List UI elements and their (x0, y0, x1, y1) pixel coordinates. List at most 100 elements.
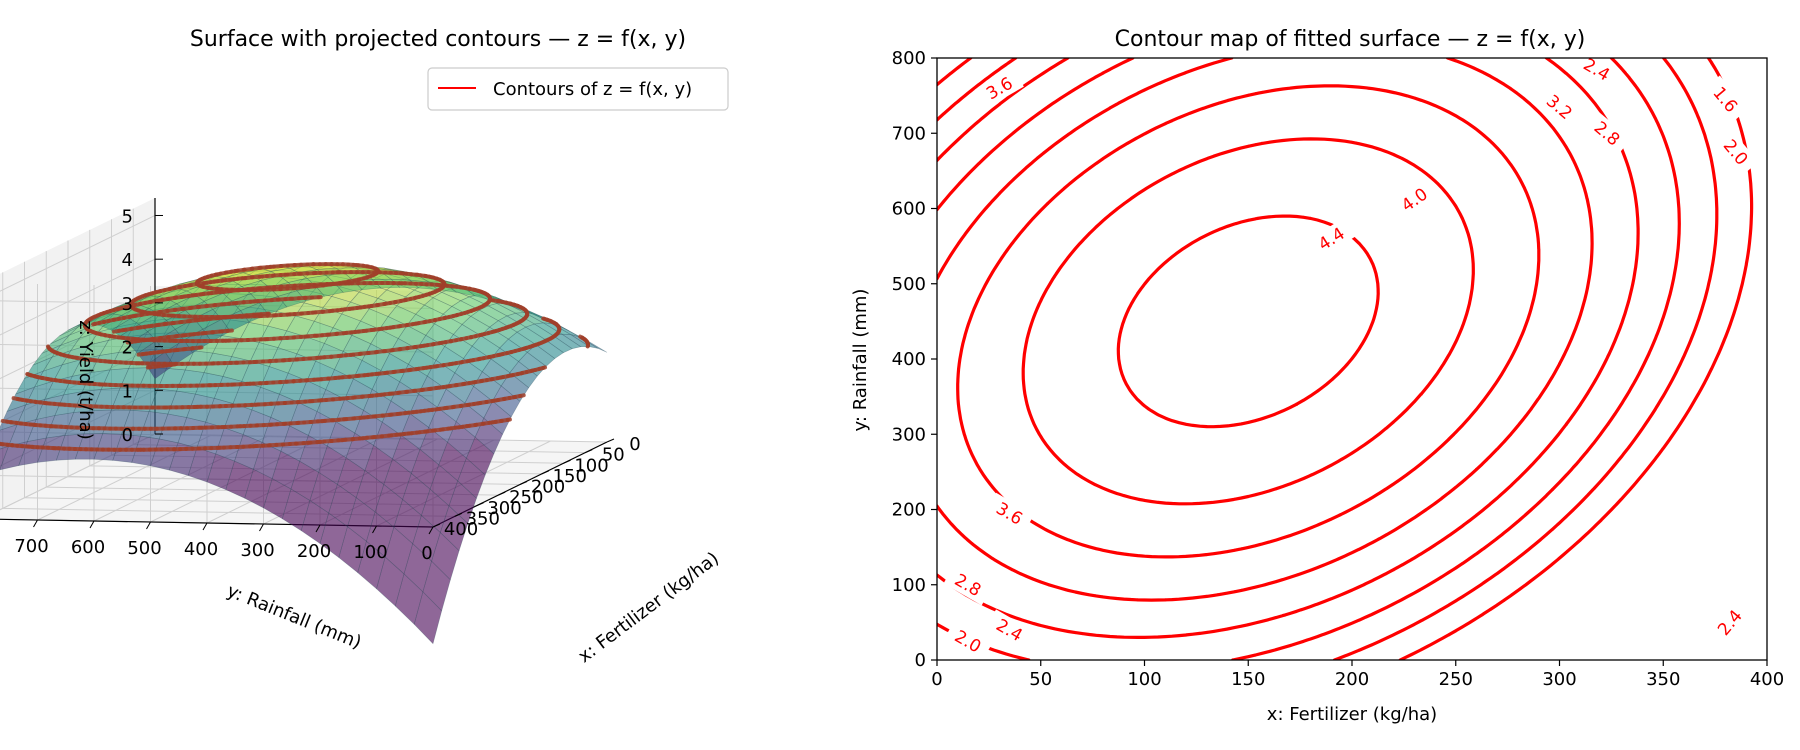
y-tick-label: 500 (892, 274, 926, 295)
contour-label-bg (1572, 48, 1622, 90)
surface-patch (271, 450, 301, 490)
surface-patch (402, 472, 431, 516)
y-tick-label-3d: 0 (421, 543, 432, 564)
contour-line (937, 58, 1754, 660)
y-tick-3d (202, 522, 208, 531)
surface-patch (428, 406, 457, 443)
surface-patch (381, 400, 411, 436)
surface-contour (424, 274, 432, 279)
surface-patch (418, 375, 447, 408)
surface-contour (10, 443, 20, 448)
surface-patch (215, 427, 244, 462)
y-tick-label: 700 (892, 123, 926, 144)
contour-line (1021, 137, 1475, 506)
x-tick-label-3d: 150 (553, 466, 587, 487)
legend-label: Contours of z = f(x, y) (493, 79, 692, 100)
contour-line (937, 58, 1719, 660)
surface-patch (380, 353, 409, 383)
contour-label-bg (1702, 75, 1749, 124)
z-tick-label-3d: 0 (122, 425, 133, 446)
surface-contour (93, 330, 100, 336)
contour-label-bg (943, 564, 993, 606)
z-axis-label-3d: z: Yield (t/ha) (75, 320, 96, 439)
surface-contour (33, 399, 43, 405)
y-tick-label: 100 (892, 575, 926, 596)
surface-patch (288, 265, 319, 273)
surface-contour (11, 396, 20, 401)
x-tick-3d (563, 459, 571, 464)
contour-label-bg (1707, 598, 1753, 647)
contour-label-bg (1535, 84, 1584, 130)
contour-line (1116, 214, 1380, 429)
surface-chart-title-text: Surface with projected contours — z = f(… (190, 27, 686, 52)
contour-lines (937, 58, 1754, 660)
x-tick-label: 300 (1542, 669, 1576, 690)
surface-patch (387, 305, 417, 326)
contour-ticks: 0 50 100 150 200 250 300 350 400 0 100 200 300 400 500… (892, 48, 1785, 690)
surface-patch (432, 291, 462, 307)
contour-label-bg (1713, 128, 1759, 177)
x-tick-label: 200 (1335, 669, 1369, 690)
surface-patch (347, 497, 376, 542)
surface-patch (483, 400, 512, 435)
x-tick-3d (432, 523, 441, 528)
surface-patch (364, 444, 393, 485)
contour-line (937, 58, 1594, 602)
y-tick-label-3d: 400 (184, 539, 218, 560)
surface-contour (0, 419, 10, 424)
x-tick-label-3d: 0 (629, 434, 640, 455)
x-tick-3d (498, 491, 506, 496)
surface-contour (54, 378, 63, 383)
x-tick-3d (519, 481, 528, 485)
surface-patch (526, 344, 556, 367)
z-tick-label-3d: 3 (122, 294, 133, 315)
y-tick-label: 800 (892, 48, 926, 69)
y-axis-label: y: Rainfall (mm) (850, 289, 871, 432)
surface-contour (497, 299, 505, 304)
x-axis-label: x: Fertilizer (kg/ha) (1267, 704, 1437, 725)
surface-contours (0, 262, 590, 452)
surface-patch (392, 434, 421, 474)
y-tick-3d (372, 525, 377, 534)
z-tick-label-3d: 5 (122, 207, 133, 228)
legend-box (427, 67, 729, 111)
surface-contour (90, 329, 96, 335)
surface-patch (368, 297, 398, 317)
y-tick-label: 600 (892, 199, 926, 220)
x-tick-3d (606, 438, 615, 443)
contour-line (937, 58, 1640, 639)
surface-chart-title: Surface with projected contours — z = f(… (190, 27, 686, 52)
y-tick-label: 200 (892, 500, 926, 521)
contour-label-bg (1583, 110, 1632, 156)
surface-patch (99, 336, 128, 356)
y-axis-label-3d: y: Rainfall (mm) (224, 580, 364, 653)
y-tick-label: 300 (892, 424, 926, 445)
contour-label-bg (985, 492, 1035, 534)
z-tick-label-3d: 4 (122, 250, 133, 271)
y-tick-label-3d: 200 (297, 541, 331, 562)
surface-contour (111, 328, 122, 334)
y-tick-label-3d: 500 (127, 538, 161, 559)
y-tick-3d (89, 520, 95, 529)
y-tick-label-3d: 100 (353, 542, 387, 563)
surface-contour (46, 377, 53, 382)
legend: Contours of z = f(x, y) (427, 67, 729, 111)
y-tick-label: 0 (915, 650, 926, 671)
surface-patch (338, 526, 367, 574)
surface-patch (473, 371, 502, 402)
surface-patch (416, 334, 446, 361)
surface-patch (260, 366, 289, 395)
y-tick-3d (33, 519, 38, 528)
x-tick-label: 150 (1231, 669, 1265, 690)
x-tick-label: 250 (1439, 669, 1473, 690)
contour-label-bg (943, 620, 993, 662)
x-tick-label-3d: 350 (466, 508, 500, 529)
y-tick-3d (146, 521, 151, 530)
surface-patch (234, 434, 263, 470)
x-tick-label: 100 (1127, 669, 1161, 690)
x-tick-3d (585, 449, 593, 454)
y-tick-label: 400 (892, 349, 926, 370)
x-tick-label: 0 (931, 669, 942, 690)
surface-patch (487, 303, 517, 317)
